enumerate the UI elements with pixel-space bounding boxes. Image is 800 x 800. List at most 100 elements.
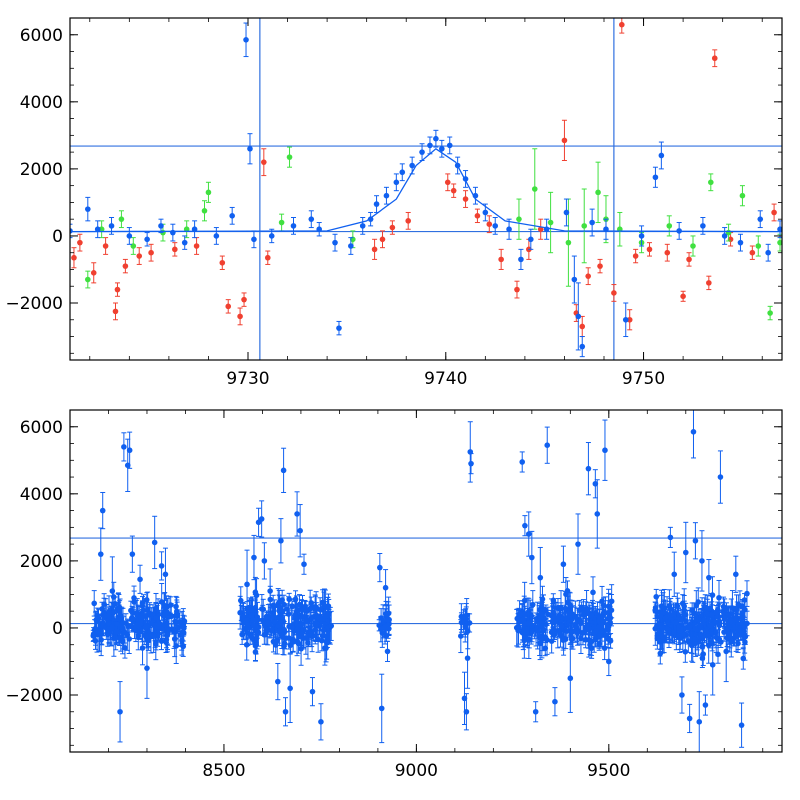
red-point bbox=[77, 233, 83, 252]
data-point bbox=[737, 239, 744, 246]
data-point bbox=[589, 219, 595, 226]
blue-point bbox=[336, 320, 342, 336]
green-point bbox=[581, 188, 588, 264]
data-point bbox=[90, 270, 97, 276]
data-point bbox=[130, 243, 137, 249]
data-point bbox=[582, 627, 588, 633]
data-point bbox=[716, 594, 722, 601]
red-point bbox=[71, 247, 77, 269]
data-point bbox=[536, 619, 542, 625]
data-point bbox=[463, 612, 470, 618]
data-point bbox=[538, 611, 545, 618]
data-point bbox=[585, 273, 591, 279]
data-point bbox=[373, 201, 380, 207]
data-point bbox=[305, 640, 311, 646]
data-point bbox=[721, 233, 728, 239]
data-point bbox=[239, 631, 245, 638]
cluster-point bbox=[261, 618, 268, 631]
data-point bbox=[526, 636, 533, 643]
data-point bbox=[602, 609, 609, 616]
data-point bbox=[276, 604, 283, 610]
data-point bbox=[286, 154, 293, 160]
cluster-point bbox=[567, 599, 573, 631]
green-point bbox=[595, 161, 601, 224]
red-point bbox=[686, 252, 692, 267]
data-point bbox=[139, 600, 146, 606]
blue-point bbox=[316, 222, 323, 237]
red-point bbox=[664, 243, 671, 262]
data-point bbox=[247, 145, 253, 152]
data-point bbox=[492, 223, 499, 229]
red-point bbox=[219, 255, 226, 270]
cluster-point bbox=[98, 623, 105, 645]
y-tick-label: 6000 bbox=[20, 26, 63, 46]
blue-point bbox=[308, 210, 315, 229]
data-point bbox=[567, 612, 573, 618]
data-point bbox=[303, 635, 309, 641]
cluster-point bbox=[602, 596, 609, 630]
data-point bbox=[176, 619, 183, 625]
data-point bbox=[163, 639, 169, 645]
data-point bbox=[462, 196, 469, 202]
data-point bbox=[251, 236, 257, 243]
cluster-point bbox=[153, 628, 159, 661]
data-point bbox=[605, 624, 612, 630]
blue-point bbox=[399, 163, 406, 182]
cluster-point bbox=[601, 636, 608, 661]
data-point bbox=[289, 624, 295, 631]
data-point bbox=[317, 613, 323, 619]
red-point bbox=[498, 248, 504, 270]
data-point bbox=[379, 236, 386, 243]
data-point bbox=[619, 21, 625, 28]
data-point bbox=[389, 224, 396, 231]
data-point bbox=[700, 223, 706, 229]
cluster-point bbox=[130, 606, 136, 632]
y-tick-label: 0 bbox=[52, 227, 63, 247]
data-point bbox=[308, 216, 315, 222]
data-point bbox=[284, 606, 290, 612]
data-point bbox=[581, 223, 588, 229]
green-point bbox=[767, 305, 773, 321]
data-point bbox=[85, 206, 91, 212]
cluster-point bbox=[142, 613, 149, 642]
cluster-point bbox=[139, 596, 146, 610]
y-tick-label: −2000 bbox=[5, 294, 63, 314]
data-point bbox=[690, 243, 696, 249]
blue-point bbox=[563, 198, 570, 227]
data-point bbox=[557, 632, 564, 638]
cluster-point bbox=[281, 594, 287, 615]
data-point bbox=[578, 635, 584, 642]
blue-point bbox=[721, 227, 728, 245]
blue-point bbox=[518, 248, 524, 270]
green-point bbox=[531, 148, 538, 230]
model-curve bbox=[70, 147, 782, 233]
data-point bbox=[261, 159, 267, 165]
data-point bbox=[126, 636, 132, 642]
data-point bbox=[177, 632, 184, 638]
cluster-point bbox=[121, 621, 128, 644]
data-point bbox=[321, 602, 328, 609]
x-tick-label: 9750 bbox=[622, 369, 665, 389]
red-point bbox=[611, 284, 617, 302]
data-point bbox=[686, 256, 692, 263]
x-tick-label: 9730 bbox=[226, 369, 269, 389]
data-point bbox=[561, 137, 568, 144]
cluster-point bbox=[298, 617, 304, 633]
data-point bbox=[409, 162, 415, 169]
cluster-point bbox=[171, 620, 178, 658]
cluster-point bbox=[458, 619, 464, 654]
data-point bbox=[579, 343, 586, 350]
data-point bbox=[596, 641, 602, 647]
red-point bbox=[225, 299, 232, 314]
data-point bbox=[237, 313, 243, 320]
cluster-point bbox=[605, 612, 612, 642]
cluster-point bbox=[94, 607, 101, 624]
data-point bbox=[148, 249, 154, 256]
plot-frame bbox=[69, 17, 783, 361]
data-point bbox=[385, 617, 391, 623]
data-point bbox=[371, 246, 378, 253]
red-point bbox=[486, 215, 493, 234]
red-point bbox=[680, 290, 686, 302]
